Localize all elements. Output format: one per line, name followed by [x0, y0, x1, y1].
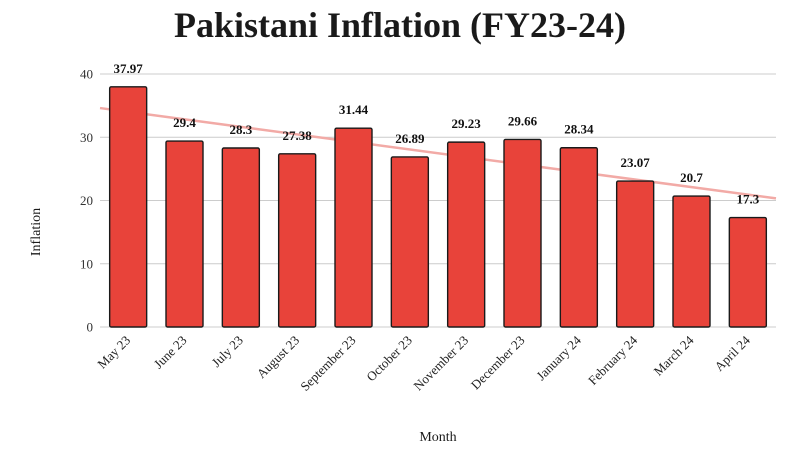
bar	[615, 180, 655, 328]
value-label: 27.38	[283, 128, 313, 143]
x-tick-label: July 23	[209, 333, 246, 370]
x-tick-label: February 24	[585, 332, 641, 388]
y-tick-label: 30	[80, 130, 93, 145]
bar	[559, 147, 599, 328]
value-label: 26.89	[395, 131, 425, 146]
gridlines	[100, 73, 776, 328]
value-label: 28.3	[229, 122, 252, 137]
bar	[108, 86, 148, 328]
bar	[503, 138, 542, 328]
x-tick-label: May 23	[94, 333, 133, 372]
trendline	[99, 106, 777, 200]
x-axis-title: Month	[419, 430, 456, 445]
value-label: 17.3	[736, 192, 759, 207]
y-tick-label: 10	[80, 256, 93, 271]
value-label: 20.7	[680, 170, 703, 185]
x-tick-label: March 24	[651, 332, 697, 378]
value-label: 37.97	[114, 61, 144, 76]
y-tick-label: 20	[80, 193, 93, 208]
value-label: 29.4	[173, 115, 196, 130]
value-labels: 37.97 29.4 28.3 27.38 31.44 26.89 29.23 29.66 28…	[114, 61, 760, 207]
x-tick-label: October 23	[363, 333, 415, 385]
bar	[446, 141, 486, 328]
value-label: 31.44	[339, 102, 369, 117]
y-tick-label: 40	[80, 67, 93, 82]
bar	[277, 153, 317, 328]
y-axis-title: Inflation	[29, 208, 44, 256]
trendline-layer	[99, 106, 777, 200]
x-tick-label: April 24	[711, 332, 753, 374]
x-tick-label: November 23	[410, 333, 471, 394]
bar	[165, 140, 204, 328]
x-tick-label: August 23	[254, 333, 303, 382]
bar	[390, 156, 430, 328]
value-label: 29.23	[452, 116, 482, 131]
value-label: 29.66	[508, 113, 538, 128]
x-tick-label: June 23	[151, 333, 190, 372]
bars	[108, 86, 768, 328]
chart-title: Pakistani Inflation (FY23-24)	[174, 5, 626, 45]
bar	[728, 216, 768, 328]
value-label: 23.07	[621, 155, 651, 170]
x-tick-label: December 23	[468, 333, 528, 393]
y-axis-ticks: 0 10 20 30 40	[80, 67, 93, 335]
y-tick-label: 0	[87, 320, 94, 335]
bar	[672, 195, 711, 328]
x-tick-label: September 23	[297, 333, 358, 394]
bar	[221, 147, 261, 328]
x-tick-label: January 24	[533, 332, 584, 383]
bar	[334, 127, 373, 328]
value-label: 28.34	[564, 122, 594, 137]
